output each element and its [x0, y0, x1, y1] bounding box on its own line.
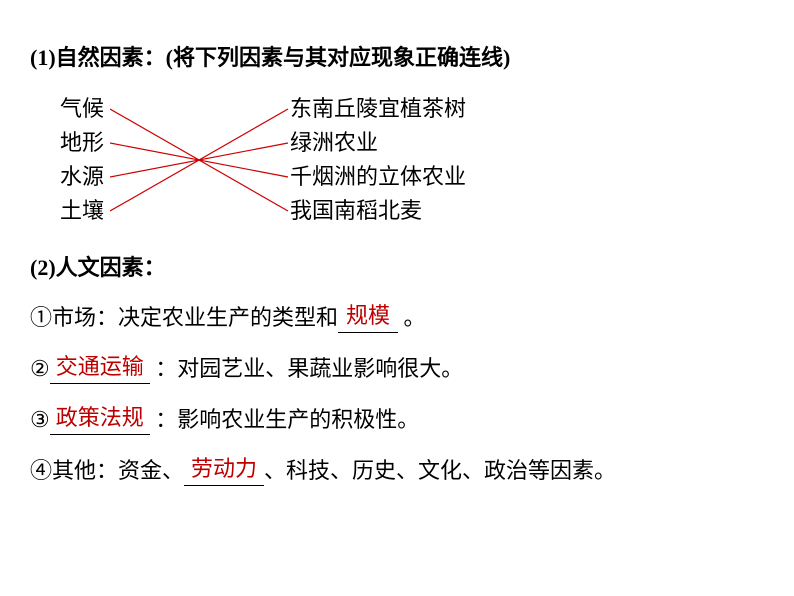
- q1-heading: (1)自然因素：(将下列因素与其对应现象正确连线): [30, 40, 764, 72]
- q2-item-3: ③政策法规 ：影响农业生产的积极性。: [30, 402, 764, 435]
- item-num: ①: [30, 305, 52, 330]
- right-item: 东南丘陵宜植茶树: [290, 92, 466, 126]
- item-num: ③: [30, 407, 50, 432]
- answer-text: 劳动力: [191, 456, 257, 481]
- item-prefix: 其他：资金、: [52, 458, 184, 483]
- q2-item-1: ①市场：决定农业生产的类型和规模 。: [30, 300, 764, 333]
- right-item: 千烟洲的立体农业: [290, 160, 466, 194]
- answer-text: 规模: [346, 303, 390, 328]
- left-item: 土壤: [60, 194, 104, 228]
- answer-blank: 交通运输: [50, 351, 150, 384]
- right-column: 东南丘陵宜植茶树 绿洲农业 千烟洲的立体农业 我国南稻北麦: [290, 92, 466, 228]
- answer-blank: 规模: [338, 300, 398, 333]
- answer-text: 政策法规: [56, 405, 144, 430]
- item-suffix: ：影响农业生产的积极性。: [155, 407, 419, 432]
- matching-exercise: 气候 地形 水源 土壤 东南丘陵宜植茶树 绿洲农业 千烟洲的立体农业 我国南稻北…: [60, 92, 764, 232]
- answer-text: 交通运输: [56, 354, 144, 379]
- item-num: ②: [30, 356, 50, 381]
- left-item: 水源: [60, 160, 104, 194]
- item-prefix: 市场：决定农业生产的类型和: [52, 305, 338, 330]
- item-suffix: 。: [404, 305, 426, 330]
- right-item: 绿洲农业: [290, 126, 466, 160]
- item-suffix: ：对园艺业、果蔬业影响很大。: [155, 356, 463, 381]
- item-num: ④: [30, 458, 52, 483]
- left-item: 气候: [60, 92, 104, 126]
- q2-heading: (2)人文因素：: [30, 250, 764, 282]
- answer-blank: 劳动力: [184, 453, 264, 486]
- q2-item-4: ④其他：资金、劳动力、科技、历史、文化、政治等因素。: [30, 453, 764, 486]
- answer-blank: 政策法规: [50, 402, 150, 435]
- right-item: 我国南稻北麦: [290, 194, 466, 228]
- q2-item-2: ②交通运输 ：对园艺业、果蔬业影响很大。: [30, 351, 764, 384]
- matching-lines: [110, 92, 310, 232]
- left-column: 气候 地形 水源 土壤: [60, 92, 104, 228]
- left-item: 地形: [60, 126, 104, 160]
- item-suffix: 、科技、历史、文化、政治等因素。: [264, 458, 616, 483]
